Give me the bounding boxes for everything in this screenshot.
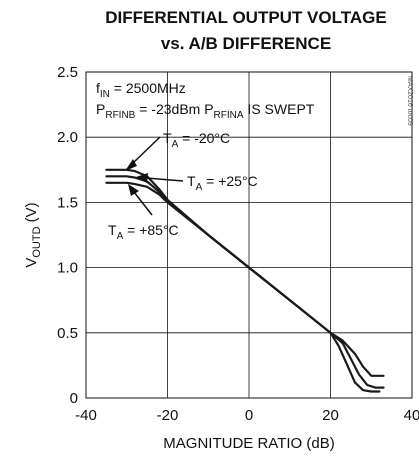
condition-freq: fIN = 2500MHz (96, 80, 186, 100)
series-label-m20-a: T (163, 130, 172, 146)
series-label-p85-sub: A (117, 231, 124, 242)
series-label-group-p85: TA = +85°C (108, 184, 179, 242)
condition-freq-b: = 2500MHz (110, 80, 186, 96)
y-axis-label: VOUTD (V) (23, 202, 43, 267)
series-label-p25-sub: A (196, 182, 203, 193)
arrow-line-p85 (133, 191, 153, 216)
y-axis-label-sub: OUTD (31, 226, 43, 257)
series-label-p25-b: = +25°C (202, 173, 257, 189)
x-axis-label: MAGNITUDE RATIO (dB) (163, 435, 334, 452)
y-tick-label: 2.5 (57, 64, 78, 81)
y-axis-label-suffix: (V) (23, 202, 40, 226)
arrow-line-m20 (132, 136, 161, 164)
x-tick-label: -40 (75, 407, 97, 424)
series-group (105, 168, 385, 393)
condition-power-a: P (96, 101, 105, 117)
series-label-p85: TA = +85°C (108, 222, 179, 242)
series-line-0 (105, 168, 385, 377)
series-label-group-m20: TA = -20°C (125, 130, 230, 171)
y-tick-label: 0.5 (57, 325, 78, 342)
condition-power: PRFINB = -23dBm PRFINA IS SWEPT (96, 101, 315, 121)
series-label-p85-b: = +85°C (123, 222, 178, 238)
arrowhead-p25 (136, 173, 148, 183)
series-label-p85-a: T (108, 222, 117, 238)
x-tick-label: 40 (404, 407, 419, 424)
condition-freq-a-sub: IN (100, 89, 110, 100)
tick-labels: -40 -20 0 20 40 0 0.5 1.0 1.5 2.0 2.5 (57, 64, 419, 424)
chart-title-line2: vs. A/B DIFFERENCE (161, 34, 331, 53)
series-label-m20-b: = -20°C (178, 130, 230, 146)
y-tick-label: 1.5 (57, 194, 78, 211)
y-axis-label-main: V (23, 258, 40, 268)
x-tick-label: -20 (157, 407, 179, 424)
x-tick-label: 0 (245, 407, 253, 424)
series-line-2 (105, 181, 381, 393)
series-label-p25: TA = +25°C (187, 173, 258, 193)
series-label-p25-a: T (187, 173, 196, 189)
series-label-m20: TA = -20°C (163, 130, 230, 150)
arrowhead-p85 (128, 184, 139, 196)
watermark: MAX2016 toc09 (406, 76, 413, 126)
chart-title-line1: DIFFERENTIAL OUTPUT VOLTAGE (105, 8, 386, 27)
condition-power-a-sub: RFINB (105, 110, 135, 121)
y-tick-label: 2.0 (57, 129, 78, 146)
series-label-m20-sub: A (172, 139, 179, 150)
y-tick-label: 1.0 (57, 260, 78, 277)
series-label-group-p25: TA = +25°C (136, 173, 258, 193)
arrowhead-m20 (125, 159, 137, 171)
grid (86, 72, 412, 398)
condition-power-b: = -23dBm P (135, 101, 213, 117)
y-tick-label: 0 (70, 390, 78, 407)
condition-freq-a: f (96, 80, 100, 96)
arrow-line-p25 (145, 177, 184, 182)
condition-power-c: IS SWEPT (244, 101, 315, 117)
x-tick-label: 20 (322, 407, 339, 424)
condition-power-b-sub: RFINA (214, 110, 244, 121)
